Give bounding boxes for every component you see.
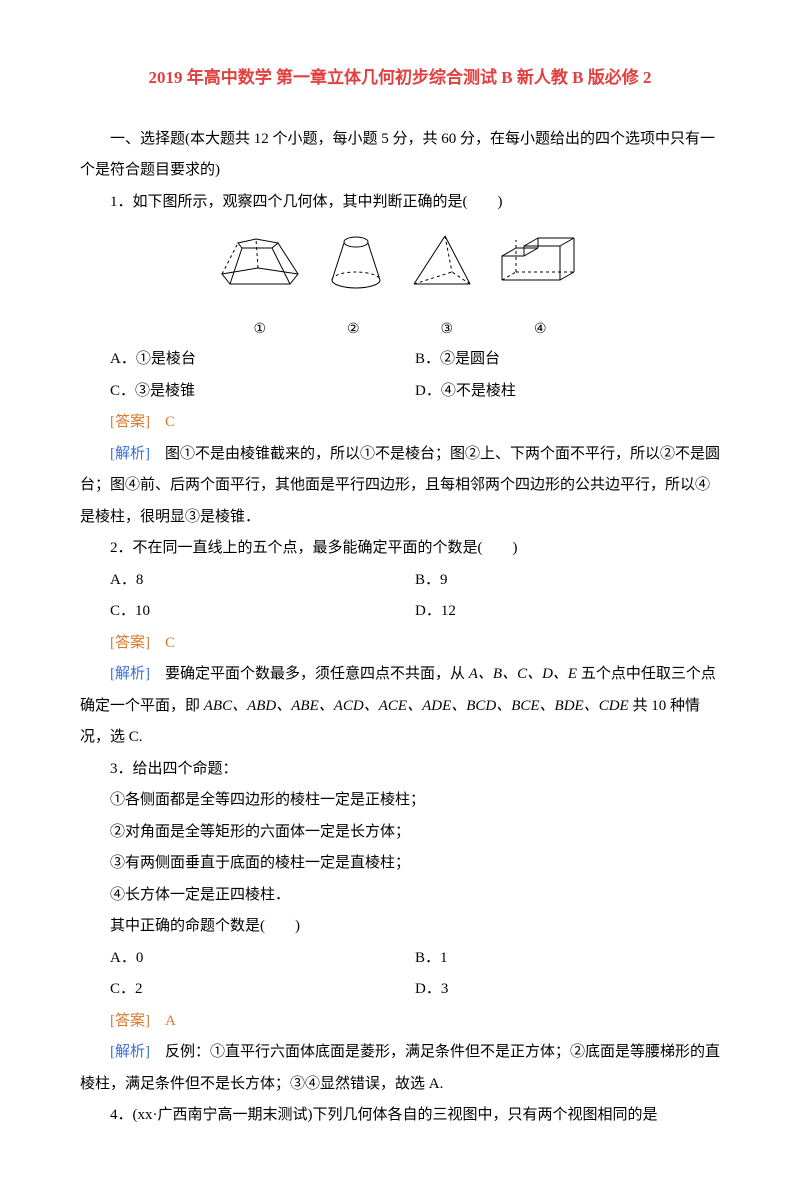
q1-figure-labels: ① ② ③ ④ — [80, 315, 720, 344]
q1-options-row1: A．①是棱台 B．②是圆台 — [80, 344, 720, 376]
q1-option-a: A．①是棱台 — [110, 344, 415, 376]
q3-options-row1: A．0 B．1 — [80, 943, 720, 975]
q3-c3: ③有两侧面垂直于底面的棱柱一定是直棱柱； — [80, 848, 720, 880]
q1-answer: [答案] C — [80, 407, 720, 439]
q2-options-row1: A．8 B．9 — [80, 565, 720, 597]
page-title: 2019 年高中数学 第一章立体几何初步综合测试 B 新人教 B 版必修 2 — [80, 60, 720, 96]
explanation-tag: [解析] — [110, 666, 150, 682]
q2-explanation: [解析] 要确定平面个数最多，须任意四点不共面，从 A、B、C、D、E 五个点中… — [80, 659, 720, 754]
q2-exp-points: A、B、C、D、E — [469, 666, 577, 682]
q2-option-b: B．9 — [415, 565, 720, 597]
q3-explanation-text: 反例：①直平行六面体底面是菱形，满足条件但不是正方体；②底面是等腰梯形的直棱柱，… — [80, 1044, 720, 1092]
q3-tail: 其中正确的命题个数是( ) — [80, 911, 720, 943]
q1-explanation-text: 图①不是由棱锥截来的，所以①不是棱台；图②上、下两个面不平行，所以②不是圆台；图… — [80, 446, 720, 525]
q3-answer: [答案] A — [80, 1006, 720, 1038]
q3-option-b: B．1 — [415, 943, 720, 975]
q3-option-d: D．3 — [415, 974, 720, 1006]
q2-option-d: D．12 — [415, 596, 720, 628]
q1-option-b: B．②是圆台 — [415, 344, 720, 376]
section-heading: 一、选择题(本大题共 12 个小题，每小题 5 分，共 60 分，在每小题给出的… — [80, 124, 720, 187]
q3-stem: 3．给出四个命题： — [80, 754, 720, 786]
q3-explanation: [解析] 反例：①直平行六面体底面是菱形，满足条件但不是正方体；②底面是等腰梯形… — [80, 1037, 720, 1100]
q3-option-a: A．0 — [110, 943, 415, 975]
fig-label-1: ① — [215, 315, 305, 344]
q3-options-row2: C．2 D．3 — [80, 974, 720, 1006]
q2-option-a: A．8 — [110, 565, 415, 597]
fig-label-4: ④ — [495, 315, 585, 344]
fig-label-2: ② — [308, 315, 398, 344]
explanation-tag: [解析] — [110, 1044, 150, 1060]
q1-explanation: [解析] 图①不是由棱锥截来的，所以①不是棱台；图②上、下两个面不平行，所以②不… — [80, 439, 720, 534]
q1-figures — [80, 226, 720, 311]
q2-exp-pre: 要确定平面个数最多，须任意四点不共面，从 — [150, 666, 469, 682]
q1-option-c: C．③是棱锥 — [110, 376, 415, 408]
q2-stem: 2．不在同一直线上的五个点，最多能确定平面的个数是( ) — [80, 533, 720, 565]
q2-option-c: C．10 — [110, 596, 415, 628]
fig-label-3: ③ — [402, 315, 492, 344]
q2-options-row2: C．10 D．12 — [80, 596, 720, 628]
q1-options-row2: C．③是棱锥 D．④不是棱柱 — [80, 376, 720, 408]
q3-c4: ④长方体一定是正四棱柱． — [80, 880, 720, 912]
q4-stem: 4．(xx·广西南宁高一期末测试)下列几何体各自的三视图中，只有两个视图相同的是 — [80, 1100, 720, 1132]
q3-c1: ①各侧面都是全等四边形的棱柱一定是正棱柱； — [80, 785, 720, 817]
q1-option-d: D．④不是棱柱 — [415, 376, 720, 408]
q3-option-c: C．2 — [110, 974, 415, 1006]
q1-stem: 1．如下图所示，观察四个几何体，其中判断正确的是( ) — [80, 187, 720, 219]
q2-answer: [答案] C — [80, 628, 720, 660]
q3-c2: ②对角面是全等矩形的六面体一定是长方体； — [80, 817, 720, 849]
explanation-tag: [解析] — [110, 446, 150, 462]
q2-exp-combos: ABC、ABD、ABE、ACD、ACE、ADE、BCD、BCE、BDE、CDE — [204, 698, 629, 714]
